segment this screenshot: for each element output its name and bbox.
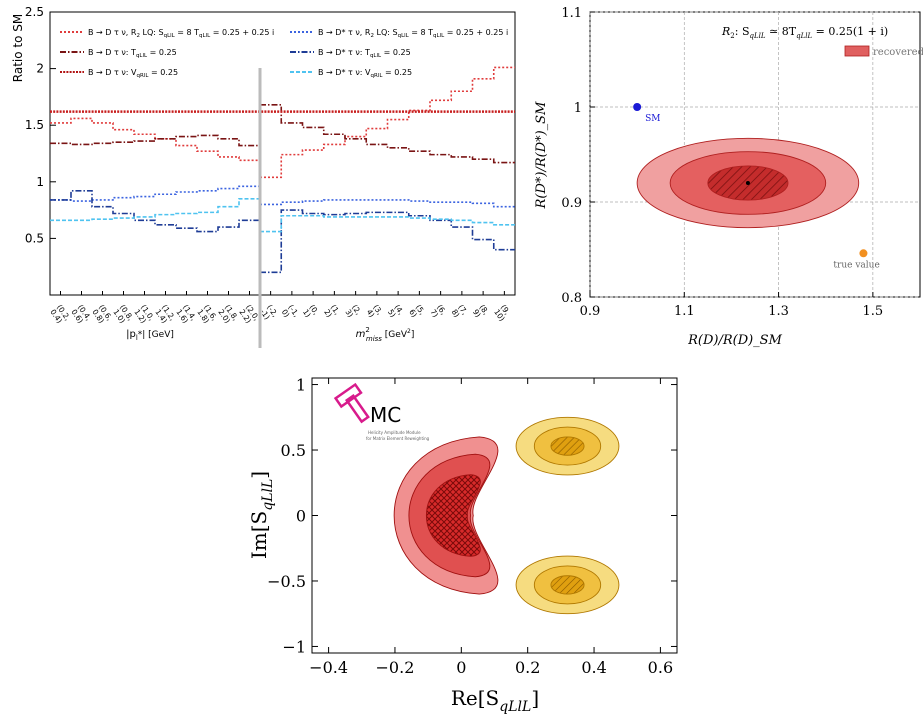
legend-entry: B → D τ ν: VqRlL = 0.25 [88, 68, 178, 79]
ratio-x-tick-label: (-2,-1) [258, 303, 279, 323]
ratio-x-tick-label: (0.8,1.0) [111, 303, 135, 327]
s-x-tick-label: 0.2 [515, 658, 540, 677]
ratio-left-xlabel: |pl*| [GeV] [126, 329, 174, 342]
rd-legend-label: recovered [873, 47, 923, 58]
ratio-series-line [50, 134, 260, 147]
rd-y-tick-label: 0.9 [561, 196, 582, 211]
s-x-tick-label: 0.4 [581, 658, 606, 677]
ratio-x-tick-label: (1,2) [322, 303, 342, 321]
ratio-y-tick-label: 0.5 [25, 231, 44, 245]
ratio-x-tick-label: (6,7) [428, 303, 448, 321]
ratio-x-tick-label: (5,6) [407, 303, 427, 321]
rd-x-tick-label: 1.3 [768, 304, 789, 319]
s-y-tick-label: −1 [282, 637, 306, 656]
rd-y-axis-label: R(D*)/R(D*)_SM [534, 101, 549, 209]
ratio-series-line [260, 214, 515, 233]
rd-title: R2: SqLlL ≃ 8TqLlL = 0.25(1 + i) [721, 25, 888, 40]
rd-point [633, 103, 642, 111]
ratio-x-tick-label: (1.8,2.0) [216, 303, 240, 327]
ratio-legend: B → D τ ν, R2 LQ: SqLlL = 8 TqLlL = 0.25… [60, 28, 508, 79]
ratio-y-axis-label: Ratio to SM [11, 14, 25, 82]
rd-x-axis-label: R(D)/R(D)_SM [687, 333, 782, 348]
ratio-x-tick-label: (0.6,0.8) [90, 303, 114, 327]
s-regions [393, 416, 620, 615]
ratio-x-tick-label: (0.4,0.6) [69, 303, 93, 327]
ratio-series [50, 66, 515, 274]
ratio-x-tick-label: (4,5) [386, 303, 406, 321]
ratio-y-tick-label: 2 [36, 62, 44, 76]
ratio-chart: Ratio to SM 0.5 1 1.5 2 2.5 (0.2,0.4) (0.4,0.… [11, 5, 516, 348]
legend-entry: B → D τ ν, R2 LQ: SqLlL = 8 TqLlL = 0.25… [88, 28, 274, 39]
legend-entry: B → D* τ ν: TqLlL = 0.25 [318, 48, 411, 59]
ratio-x-tick-label: (9,10) [492, 303, 513, 323]
s-y-tick-label: 1 [296, 376, 306, 395]
s-plane-chart: −0.4 −0.2 0 0.2 0.4 0.6 −1 −0.5 0 0.5 1 MC Helicit… [247, 376, 678, 715]
s-y-axis-label: Im[SqLlL] [247, 471, 276, 559]
rd-x-tick-label: 0.9 [580, 304, 601, 319]
ratio-x-tick-label: (2.0,2.2) [237, 303, 261, 327]
ratio-x-ticks: (0.2,0.4) (0.4,0.6) (0.6,0.8) (0.8,1.0) (1.0… [48, 291, 513, 327]
ratio-y-tick-label: 1.5 [25, 118, 44, 132]
hammer-icon [333, 382, 370, 424]
legend-entry: B → D* τ ν, R2 LQ: SqLlL = 8 TqLlL = 0.2… [318, 28, 508, 39]
rd-point-label: true value [833, 260, 879, 270]
hammer-logo: MC Helicity Amplitude Module for Matrix … [333, 382, 430, 441]
s-y-tick-label: −0.5 [267, 572, 306, 591]
ratio-series-line [260, 104, 515, 164]
s-x-axis-label: Re[SqLlL] [451, 686, 539, 715]
ratio-x-tick-label: (8,9) [471, 303, 491, 321]
ratio-x-tick-label: (1.2,1.4) [153, 303, 177, 327]
rd-y-tick-label: 1 [574, 101, 582, 116]
ratio-x-tick-label: (-1,0) [280, 303, 301, 323]
s-red-region [425, 474, 481, 557]
ratio-series-line [50, 197, 260, 222]
ratio-plot-frame [49, 11, 516, 296]
ratio-x-tick-label: (1.4,1.6) [174, 303, 198, 327]
ratio-x-tick-label: (3,4) [365, 303, 385, 321]
ratio-y-tick-label: 2.5 [25, 5, 44, 19]
s-x-tick-label: −0.4 [309, 658, 348, 677]
rd-x-tick-label: 1.5 [863, 304, 884, 319]
rd-point-label: SM [645, 114, 660, 124]
rd-legend-swatch [844, 45, 870, 57]
ratio-right-xlabel: m2 miss [GeV2] [356, 326, 415, 343]
rd-points: SM true value [633, 103, 880, 270]
ratio-series-line [260, 209, 515, 274]
s-x-tick-label: −0.2 [376, 658, 415, 677]
ratio-x-tick-label: (1.6,1.8) [195, 303, 219, 327]
ratio-x-tick-label: (0.2,0.4) [48, 303, 72, 327]
ratio-series-line [50, 190, 260, 233]
rd-x-tick-label: 1.1 [674, 304, 695, 319]
legend-entry: B → D* τ ν: VqRlL = 0.25 [318, 68, 412, 79]
logo-sub1: Helicity Amplitude Module [368, 430, 421, 435]
rd-ticks: 0.9 1.1 1.3 1.50.80.911.1 [561, 6, 883, 319]
rd-point [859, 249, 868, 258]
ratio-y-ticks: 0.5 1 1.5 2 2.5 [25, 5, 56, 245]
ratio-series-line [260, 199, 515, 208]
s-y-tick-label: 0 [296, 507, 306, 526]
rd-y-tick-label: 1.1 [561, 6, 582, 21]
ratio-series-line [50, 185, 260, 202]
logo-sub2: for Matrix Element Reweighting [366, 436, 430, 441]
ratio-x-tick-label: (7,8) [450, 303, 470, 321]
ratio-y-tick-label: 1 [36, 175, 44, 189]
s-ticks: −0.4 −0.2 0 0.2 0.4 0.6 −1 −0.5 0 0.5 1 [267, 376, 677, 677]
ratio-x-tick-label: (2,3) [343, 303, 363, 321]
rd-point [745, 181, 750, 185]
ratio-x-tick-label: (0,1) [301, 303, 321, 321]
s-x-tick-label: 0 [456, 658, 466, 677]
ratio-x-tick-label: (1.0,1.2) [132, 303, 156, 327]
s-yellow-region [550, 575, 585, 595]
s-plot-frame [311, 377, 678, 654]
ratio-series-line [260, 66, 515, 179]
s-y-tick-label: 0.5 [281, 441, 306, 460]
logo-text: MC [370, 403, 401, 427]
s-x-tick-label: 0.6 [648, 658, 673, 677]
rd-y-tick-label: 0.8 [561, 291, 582, 306]
s-yellow-region [550, 436, 585, 456]
legend-entry: B → D τ ν: TqLlL = 0.25 [88, 48, 177, 59]
